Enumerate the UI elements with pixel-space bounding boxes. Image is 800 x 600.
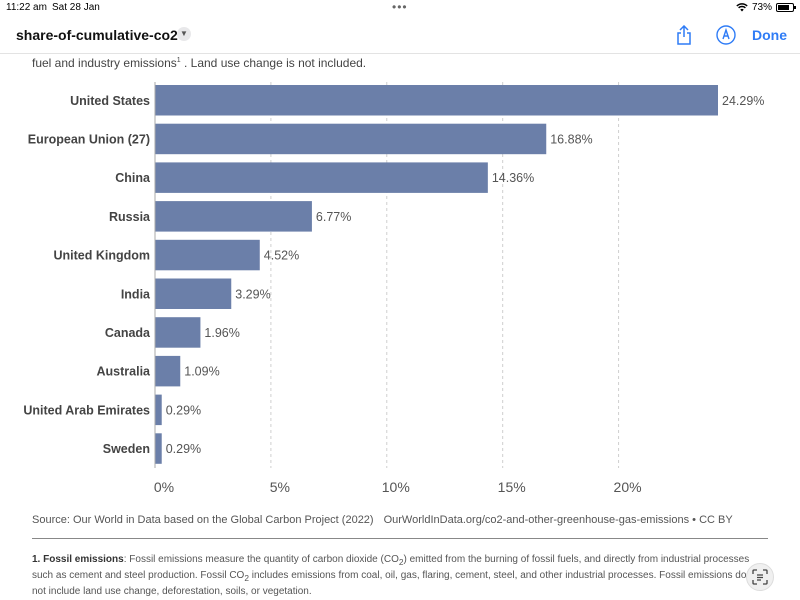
value-label: 1.96% [204, 326, 239, 340]
x-tick-label: 20% [614, 479, 642, 495]
footnote-part-2: ) emitted from the burning of fossil fue… [32, 554, 750, 581]
chevron-down-icon[interactable]: ▼ [177, 27, 191, 41]
bar [155, 278, 232, 309]
category-label: United Kingdom [53, 249, 150, 263]
footnote-subscript-2: 2 [244, 573, 249, 583]
footnote-part-1: : Fossil emissions measure the quantity … [123, 554, 399, 565]
live-text-button[interactable] [746, 563, 774, 591]
bar [155, 239, 260, 271]
category-label: United Arab Emirates [23, 403, 150, 417]
category-label: Australia [97, 365, 152, 379]
value-label: 0.29% [166, 403, 201, 417]
value-label: 1.09% [184, 365, 219, 379]
grid-layer [270, 82, 620, 468]
bar [155, 85, 718, 116]
bar [155, 201, 312, 232]
footnote-ref[interactable]: 1 [176, 57, 181, 64]
bar-chart: United States 24.29% European Union (27) 16… [23, 82, 764, 495]
value-label: 16.88% [550, 132, 592, 146]
source-text: Source: Our World in Data based on the G… [32, 514, 374, 526]
status-date: Sat 28 Jan [52, 2, 100, 13]
status-bar: 11:22 am Sat 28 Jan ••• 73% [0, 0, 800, 16]
footnote-part-3: includes emissions from coal, oil, gas, … [32, 570, 747, 597]
category-label: Sweden [103, 442, 150, 456]
divider [32, 538, 768, 539]
footnote: 1. Fossil emissions: Fossil emissions me… [32, 553, 752, 598]
x-tick-label: 10% [382, 479, 410, 495]
bar [155, 355, 181, 387]
chart-subtitle: fuel and industry emissions1 . Land use … [32, 56, 366, 70]
category-label: India [121, 287, 151, 301]
value-label: 24.29% [722, 94, 764, 108]
wifi-icon [736, 3, 748, 12]
battery-percent: 73% [751, 2, 772, 13]
value-label: 14.36% [492, 171, 534, 185]
bar [155, 123, 547, 155]
value-label: 6.77% [316, 210, 351, 224]
footnote-subscript-1: 2 [398, 557, 404, 567]
category-label: United States [70, 94, 150, 108]
x-tick-label: 0% [154, 479, 174, 495]
value-label: 3.29% [235, 287, 270, 301]
markup-icon[interactable] [716, 25, 736, 45]
share-icon[interactable] [675, 25, 693, 45]
source-url[interactable]: OurWorldInData.org/co2-and-other-greenho… [383, 514, 690, 526]
x-tick-label: 5% [270, 479, 290, 495]
status-time: 11:22 am [6, 2, 47, 13]
bars-layer [155, 85, 718, 464]
category-label: European Union (27) [28, 132, 150, 146]
value-label: 0.29% [166, 442, 201, 456]
axis-layer: 0% 5% 10% 15% 20% [154, 82, 642, 495]
done-button[interactable]: Done [752, 27, 787, 43]
bar [155, 162, 488, 193]
subtitle-suffix: . Land use change is not included. [180, 56, 367, 70]
value-label: 4.52% [264, 249, 299, 263]
x-tick-label: 15% [498, 479, 526, 495]
bar [155, 394, 162, 426]
license-text[interactable]: • CC BY [692, 514, 733, 526]
bar [155, 317, 201, 348]
category-label: Canada [105, 326, 151, 340]
labels-layer: United States 24.29% European Union (27) 16… [23, 94, 764, 456]
nav-bar: share-of-cumulative-co2 ▼ Done [0, 16, 800, 54]
multitasking-dots-icon[interactable]: ••• [392, 0, 408, 14]
footnote-label: 1. Fossil emissions [32, 554, 124, 565]
document-title[interactable]: share-of-cumulative-co2 [16, 27, 178, 43]
bar [155, 433, 162, 464]
battery-icon [776, 3, 796, 12]
status-right: 73% [736, 2, 796, 13]
category-label: Russia [109, 210, 151, 224]
subtitle-text: fuel and industry emissions [32, 56, 177, 70]
category-label: China [115, 171, 151, 185]
source-line: Source: Our World in Data based on the G… [32, 514, 733, 526]
live-text-icon [752, 569, 768, 585]
